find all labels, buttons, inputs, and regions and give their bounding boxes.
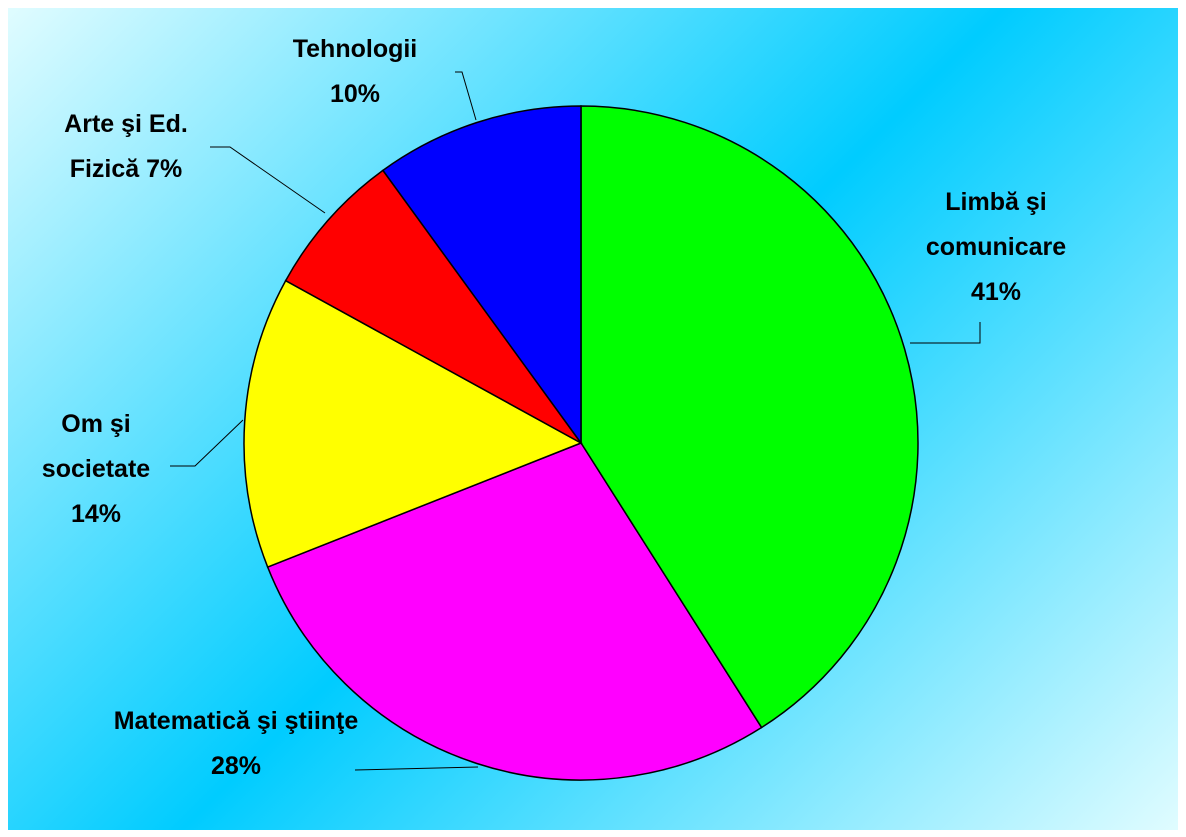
pie-slice	[266, 442, 763, 781]
pie-slice	[243, 279, 583, 569]
pie-area	[170, 71, 981, 781]
pie-slice	[580, 105, 919, 729]
value-label: 7%	[146, 155, 183, 183]
slice-label: Arte şi Ed. Fizică 7%	[31, 102, 221, 192]
pie-slice	[381, 105, 582, 446]
category-name: Limbă şi comunicare	[925, 188, 1067, 261]
leader-lines	[170, 71, 981, 771]
leader-line	[210, 146, 326, 214]
value-label: 10%	[329, 80, 381, 108]
slice-label: Matematică şi ştiinţe 28%	[111, 699, 361, 789]
leader-line	[354, 766, 479, 771]
value-label: 28%	[210, 752, 262, 780]
category-name: Matematică şi ştiinţe	[113, 707, 359, 735]
chart: Limbă şi comunicare 41% Matematică şi şti…	[8, 8, 1178, 830]
pie-slice	[284, 169, 582, 444]
slice-label: Om şi societate 14%	[21, 402, 171, 537]
category-name: Om şi societate	[41, 410, 151, 483]
category-name: Tehnologii	[292, 35, 418, 63]
value-label: 14%	[70, 500, 122, 528]
leader-line	[455, 71, 477, 121]
slice-label: Limbă şi comunicare 41%	[896, 180, 1096, 315]
category-name: Arte şi Ed. Fizică	[64, 110, 188, 183]
value-label: 41%	[970, 278, 1022, 306]
leader-line	[910, 322, 981, 344]
leader-line	[170, 419, 244, 467]
slice-label: Tehnologii 10%	[265, 27, 445, 117]
